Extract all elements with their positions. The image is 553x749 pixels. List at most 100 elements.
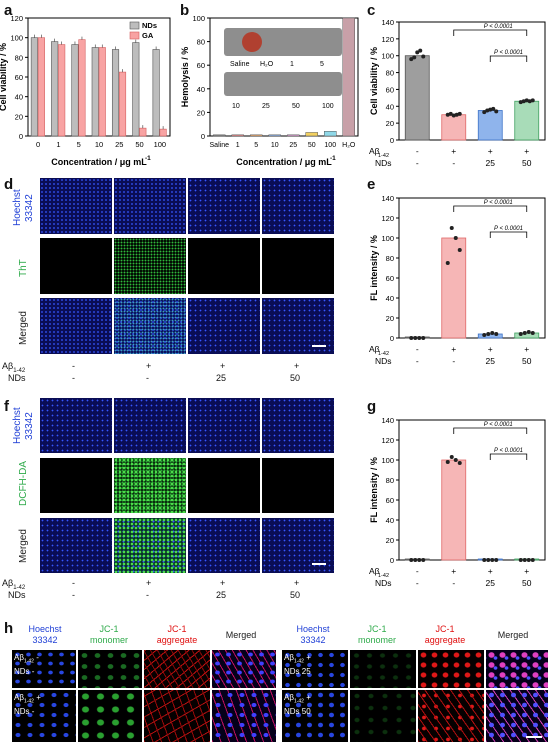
g-point bbox=[522, 558, 527, 562]
panel-letter-h: h bbox=[4, 620, 14, 637]
b-inset-label-bottom: 25 bbox=[262, 103, 270, 110]
c-point bbox=[521, 99, 526, 104]
c-abeta-sub: 1-42 bbox=[378, 153, 389, 159]
e-point bbox=[409, 336, 414, 340]
g-ytick-label: 40 bbox=[386, 516, 394, 525]
e-bar bbox=[441, 237, 467, 339]
a-ytick-label: 0 bbox=[19, 132, 23, 141]
c-point bbox=[412, 55, 417, 60]
e-ytick-label: 80 bbox=[386, 254, 394, 263]
c-nds-val: - bbox=[452, 158, 455, 168]
f-abeta-2: + bbox=[220, 578, 226, 588]
d-scale-bar bbox=[312, 345, 326, 347]
h-r3-aggregate bbox=[418, 650, 484, 688]
d-nds-1: - bbox=[146, 373, 149, 383]
f-dcfh-nds25 bbox=[188, 458, 260, 513]
e-nds-val: 50 bbox=[522, 356, 532, 366]
g-point bbox=[445, 460, 450, 464]
e-point bbox=[494, 332, 499, 336]
h-r4-merged bbox=[486, 690, 548, 742]
c-nds-val: 25 bbox=[486, 158, 496, 168]
g-nds-val: - bbox=[416, 578, 419, 588]
d-abeta-label: Aβ1-42 bbox=[2, 361, 26, 374]
chart-a-cell-viability: 0 20 40 60 80 100 120 Cell viability / % 0 1 5 10 25… bbox=[0, 14, 171, 167]
a-ytick-label: 80 bbox=[15, 53, 23, 62]
c-ytick-label: 0 bbox=[390, 136, 394, 145]
c-point bbox=[494, 109, 499, 114]
e-point bbox=[486, 332, 491, 336]
c-bar bbox=[404, 55, 430, 141]
b-inset-label-top: H₂O bbox=[260, 61, 274, 68]
f-abeta-1: + bbox=[146, 578, 152, 588]
b-xlabel-sup: -1 bbox=[330, 155, 336, 162]
c-bar bbox=[441, 114, 467, 141]
e-frame bbox=[398, 197, 546, 339]
c-abeta-val: - bbox=[416, 146, 419, 156]
f-hoechst-nds50 bbox=[262, 398, 334, 453]
b-bar bbox=[324, 131, 337, 137]
b-inset-photo-bottom bbox=[224, 72, 342, 96]
e-point bbox=[482, 333, 487, 337]
f-nds-1: - bbox=[146, 590, 149, 600]
h-r4-aggregate bbox=[418, 690, 484, 742]
h-header-hoechst-right: Hoechst 33342 bbox=[296, 624, 330, 645]
panel-letter-g: g bbox=[367, 398, 377, 415]
a-ytick-label: 60 bbox=[15, 73, 23, 82]
h-header-jc1-monomer-right: JC-1 monomer bbox=[357, 624, 396, 645]
g-ytick-label: 0 bbox=[390, 556, 394, 565]
b-xtick-label: H₂O bbox=[342, 142, 356, 149]
h-ann-1: Aβ1-42 - NDs - bbox=[14, 653, 39, 676]
b-bar bbox=[342, 17, 355, 137]
b-bar bbox=[268, 134, 281, 137]
d-tht-nds50 bbox=[262, 238, 334, 294]
c-sig-label: P < 0.0001 bbox=[484, 24, 513, 30]
h-r3-monomer bbox=[350, 650, 416, 688]
e-abeta-val: - bbox=[416, 344, 419, 354]
e-nds-val: - bbox=[416, 356, 419, 366]
b-ytick-label: 40 bbox=[197, 85, 205, 94]
g-point bbox=[486, 558, 491, 562]
e-abeta-label: Aβ bbox=[369, 344, 380, 354]
h-r4-hoechst bbox=[282, 690, 348, 742]
h-header-jc1-aggregate-left: JC-1 aggregate bbox=[156, 624, 198, 645]
d-tht-abeta bbox=[114, 238, 186, 294]
e-nds-val: 25 bbox=[486, 356, 496, 366]
b-xtick-label: 25 bbox=[289, 142, 297, 149]
b-xtick-label: 100 bbox=[324, 142, 336, 149]
h-r1-hoechst bbox=[12, 650, 76, 688]
g-ytick-label: 140 bbox=[381, 416, 394, 425]
f-abeta-0: - bbox=[72, 578, 75, 588]
c-point bbox=[409, 57, 414, 62]
g-point bbox=[409, 558, 414, 562]
c-bar bbox=[477, 110, 503, 141]
c-sig-bracket bbox=[489, 55, 528, 62]
g-point bbox=[413, 558, 418, 562]
d-abeta-1: + bbox=[146, 361, 152, 371]
f-merged-nds50 bbox=[262, 518, 334, 573]
h-ann-2: Aβ1-42 + NDs - bbox=[14, 693, 41, 716]
h-r4-monomer bbox=[350, 690, 416, 742]
chart-g-dcfh-fl-intensity: 0 20 40 60 80 100 120 140 FL intensity / % - - + - +2… bbox=[369, 416, 546, 588]
b-inset-label-top: 5 bbox=[320, 61, 324, 68]
c-point bbox=[454, 112, 459, 117]
a-xlabel: Concentration / μg mL bbox=[51, 157, 147, 167]
e-ylabel: FL intensity / % bbox=[369, 235, 379, 301]
e-abeta-sub: 1-42 bbox=[378, 351, 389, 357]
f-abeta-label: Aβ1-42 bbox=[2, 578, 26, 591]
d-abeta-0: - bbox=[72, 361, 75, 371]
f-nds-label: NDs bbox=[8, 590, 26, 600]
d-nds-2: 25 bbox=[216, 373, 227, 383]
h-r1-merged bbox=[212, 650, 276, 688]
b-ytick-label: 100 bbox=[192, 14, 205, 23]
b-bar bbox=[287, 134, 300, 137]
f-nds-3: 50 bbox=[290, 590, 301, 600]
h-r2-monomer bbox=[78, 690, 142, 742]
f-hoechst-abeta bbox=[114, 398, 186, 453]
e-point bbox=[457, 248, 462, 252]
d-abeta-2: + bbox=[220, 361, 226, 371]
g-point bbox=[518, 558, 523, 562]
panel-letter-f: f bbox=[4, 398, 9, 415]
e-point bbox=[421, 336, 426, 340]
g-sig-label: P < 0.0001 bbox=[494, 448, 523, 454]
